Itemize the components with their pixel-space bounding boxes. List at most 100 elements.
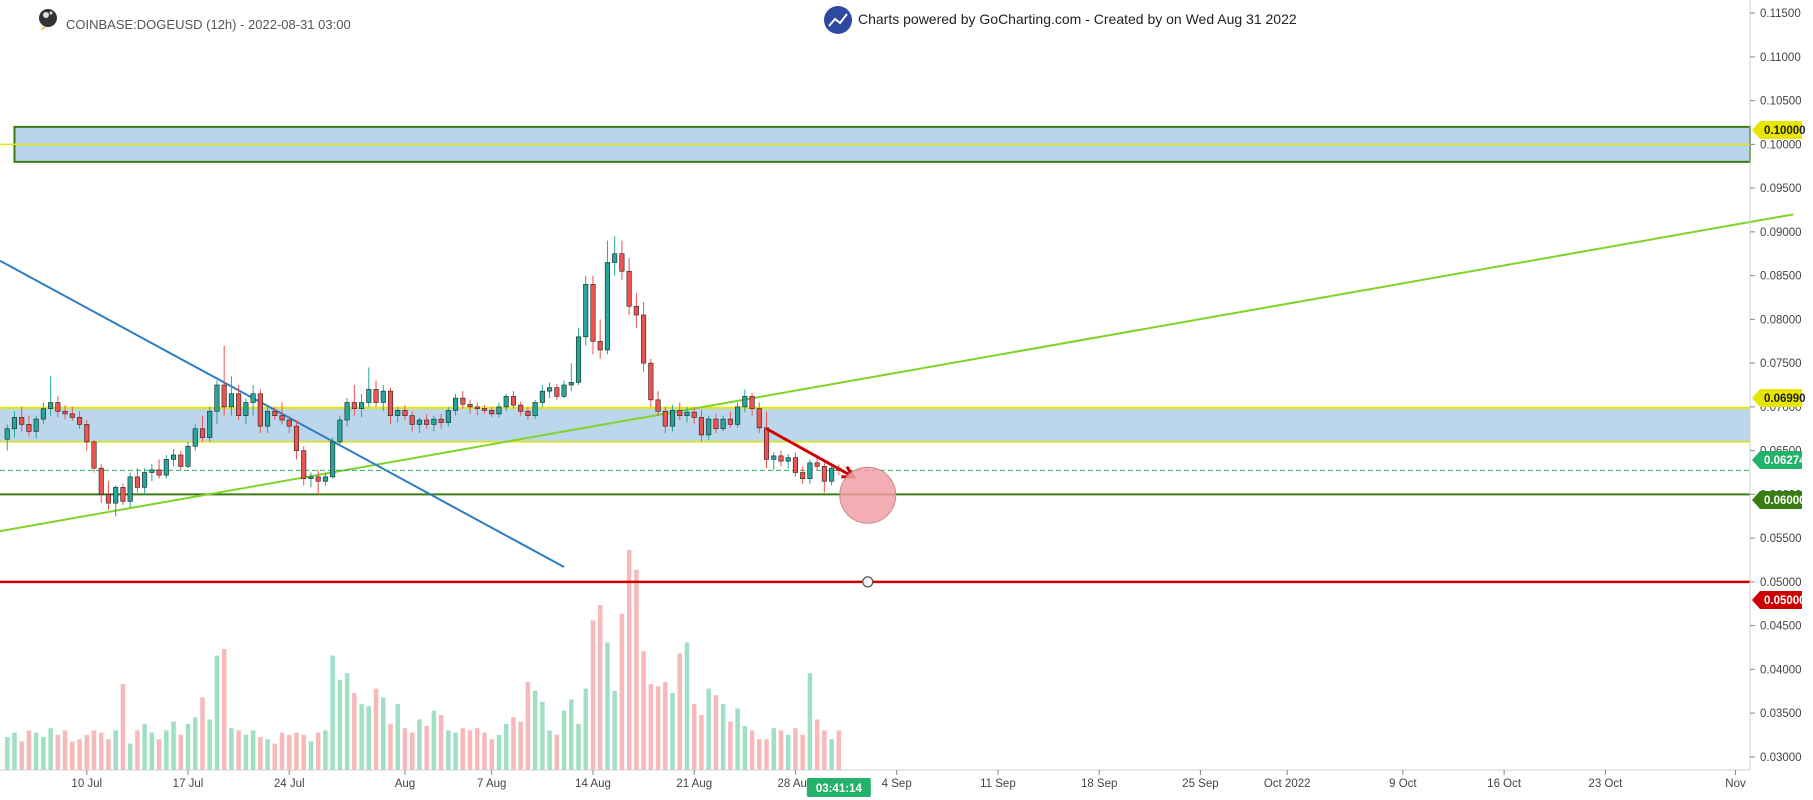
volume-bar <box>4 737 10 770</box>
volume-bar <box>330 655 335 770</box>
candle-body <box>330 441 336 478</box>
price-tick-label: 0.08500 <box>1760 271 1802 283</box>
volume-bar <box>171 721 176 770</box>
volume-bar <box>749 730 755 770</box>
candle-body <box>236 393 242 416</box>
volume-bar <box>532 690 538 770</box>
volume-bar <box>91 730 97 770</box>
time-tick-label: 23 Oct <box>1588 778 1623 790</box>
price-tick-label: 0.10000 <box>1760 139 1802 151</box>
candle-body <box>539 390 545 403</box>
candle-body <box>98 467 104 495</box>
line-handle <box>862 576 874 588</box>
volume-bar <box>641 651 646 770</box>
volume-bar <box>388 723 393 770</box>
volume-bar <box>409 732 415 770</box>
volume-bar <box>569 699 574 770</box>
price-tag <box>1752 121 1802 139</box>
volume-bar <box>258 737 263 770</box>
candle-body <box>322 476 328 482</box>
price-tick-label: 0.05000 <box>1760 577 1802 589</box>
candle-body <box>503 396 509 408</box>
volume-bar <box>612 690 617 770</box>
candle-body <box>40 408 46 420</box>
candle-body <box>402 410 408 416</box>
volume-bar <box>800 734 805 770</box>
volume-bar <box>70 741 75 770</box>
candle-body <box>778 455 784 462</box>
candle-body <box>26 424 32 432</box>
price-tick-label: 0.04000 <box>1760 664 1802 676</box>
candle-body <box>706 418 712 436</box>
time-tick-label: 17 Jul <box>173 778 204 790</box>
candle-body <box>713 418 719 430</box>
candle-body <box>691 411 697 418</box>
candle-body <box>11 417 18 430</box>
candle-body <box>293 425 300 451</box>
volume-bar <box>308 741 314 770</box>
candle-body <box>185 445 191 467</box>
price-tick-label: 0.04500 <box>1760 621 1802 633</box>
candle-body <box>105 494 112 504</box>
rising-trendline <box>0 213 1794 533</box>
time-tick-label: 7 Aug <box>477 778 506 790</box>
volume-bar <box>634 569 639 770</box>
volume-bar <box>26 730 32 770</box>
candle-body <box>568 382 574 386</box>
candle-body <box>149 469 155 473</box>
candle-body <box>669 410 676 427</box>
candle-body <box>438 418 444 423</box>
countdown-label: 03:41:14 <box>816 783 863 795</box>
candle-body <box>134 476 140 488</box>
candle-body <box>337 419 343 443</box>
volume-bar <box>605 642 610 770</box>
candle-body <box>33 418 39 432</box>
volume-bar <box>366 706 372 770</box>
price-tick-label: 0.09500 <box>1760 183 1802 195</box>
price-tick-label: 0.08000 <box>1760 314 1802 326</box>
volume-bar <box>619 613 625 770</box>
candle-body <box>416 419 422 425</box>
candle-body <box>829 467 835 482</box>
candle-body <box>127 476 133 502</box>
volume-bar <box>496 734 502 770</box>
volume-bar <box>381 697 386 770</box>
price-tag-label: 0.06274 <box>1764 455 1806 467</box>
candle-body <box>785 457 791 462</box>
volume-bar <box>655 686 661 770</box>
time-tick-label: Oct 2022 <box>1264 778 1311 790</box>
candle-body <box>474 406 480 409</box>
time-axis[interactable]: 10 Jul 17 Jul 24 Jul Aug 7 Aug 14 Aug 21 Aug 28… <box>71 770 1746 797</box>
volume-bar <box>511 717 516 770</box>
volume-bar <box>149 732 155 770</box>
candle-body <box>792 457 798 473</box>
volume-bar <box>214 655 220 770</box>
candle-body <box>518 404 524 412</box>
candle-body <box>286 419 292 427</box>
price-tick-label: 0.11000 <box>1760 52 1801 64</box>
candle-body <box>749 396 755 409</box>
candle-body <box>575 336 582 383</box>
volume-bar <box>352 693 357 770</box>
volume-bar <box>540 701 545 770</box>
volume-bar <box>164 730 169 770</box>
candle-body <box>496 406 502 415</box>
volume-bar <box>482 732 487 770</box>
volume-bar <box>48 728 53 770</box>
volume-bar <box>287 734 292 770</box>
volume-bar <box>691 704 697 770</box>
candle-body <box>77 417 83 425</box>
candle-body <box>525 410 531 416</box>
time-tick-label: 24 Jul <box>274 778 305 790</box>
candle-body <box>597 340 603 351</box>
candle-body <box>395 410 401 416</box>
candle-body <box>156 469 162 476</box>
countdown-badge <box>806 778 871 797</box>
volume-bar <box>33 732 39 770</box>
candle-body <box>380 390 386 403</box>
volume-bar <box>120 684 126 770</box>
volume-bar <box>359 704 364 770</box>
candle-body <box>756 408 762 429</box>
